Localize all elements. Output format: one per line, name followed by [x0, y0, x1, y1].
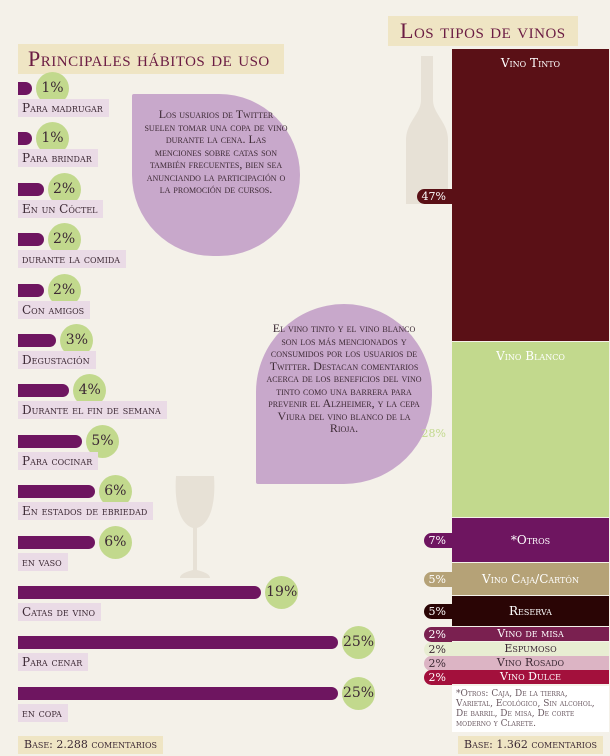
wine-type-segment: Vino Rosado [452, 656, 609, 670]
habit-category-label: Para cocinar [18, 451, 99, 470]
wine-type-label: Espumoso [504, 642, 557, 655]
wine-type-segment: Vino Caja/Cartón [452, 563, 609, 595]
wine-type-label: Reserva [509, 604, 552, 618]
wine-bottle-icon [406, 56, 448, 204]
habit-value-label: 19% [265, 576, 299, 609]
habit-bar [18, 686, 338, 700]
habit-bar [18, 132, 32, 146]
wine-type-label: Vino Caja/Cartón [482, 572, 579, 586]
wine-type-value-label: 28% [421, 427, 446, 440]
habit-bar [18, 334, 57, 347]
wine-type-value-label: 2% [423, 641, 452, 657]
habits-base-label: Base: 2.288 comentarios [18, 736, 163, 754]
habit-value-label: 25% [342, 676, 375, 710]
wine-glass-icon [175, 476, 215, 578]
habit-bar [18, 82, 32, 95]
habits-title: Principales hábitos de uso [18, 44, 284, 74]
habit-bar [18, 434, 82, 448]
habit-bar [18, 233, 44, 247]
habit-category-label: En un Cóctel [18, 199, 104, 218]
habit-bar [18, 384, 70, 398]
habit-category-label: Durante el fin de semana [18, 401, 167, 420]
habit-category-label: durante la comida [18, 250, 127, 269]
habit-category-label: Degustación [18, 351, 96, 369]
wine-type-value-label: 5% [423, 603, 452, 619]
wine-type-segment: Vino de misa [452, 627, 609, 641]
wine-types-title: Los tipos de vinos [388, 16, 578, 46]
habit-category-label: Para madrugar [18, 99, 109, 117]
wine-type-label: Vino de misa [497, 627, 564, 640]
habit-bar [18, 182, 44, 196]
wine-type-segment: Espumoso [452, 642, 609, 656]
wine-type-segment: Vino Blanco [452, 342, 609, 517]
habit-category-label: Para brindar [18, 149, 98, 168]
wine-type-label: Vino Rosado [496, 656, 565, 669]
wine-type-segment: Vino Tinto [452, 49, 609, 341]
wine-type-label: *Otros [510, 533, 551, 547]
habit-bar [18, 586, 262, 599]
habit-value-label: 25% [342, 626, 375, 660]
habit-bar [18, 636, 338, 650]
wine-types-base-label: Base: 1.362 comentarios [458, 736, 603, 754]
wine-type-segment: Vino Dulce [452, 670, 609, 684]
habit-category-label: Para cenar [18, 653, 89, 672]
wine-type-value-label: 47% [416, 189, 452, 205]
habit-category-label: En estados de ebriedad [18, 502, 154, 521]
wine-type-segment: *Otros [452, 518, 609, 562]
wine-type-value-label: 2% [423, 669, 452, 685]
habit-value-label: 6% [98, 525, 132, 559]
wine-type-label: Vino Tinto [500, 56, 561, 70]
wine-type-value-label: 5% [423, 571, 452, 587]
habit-bar [18, 283, 44, 297]
habit-category-label: Catas de vino [18, 603, 102, 621]
wine-type-segment: Reserva [452, 596, 609, 626]
habits-callout: Los usuarios de Twitter suelen tomar una… [132, 94, 300, 256]
habit-category-label: en vaso [18, 552, 68, 571]
habit-bar [18, 485, 95, 499]
wine-type-label: Vino Dulce [500, 670, 561, 683]
wine-type-value-label: 2% [423, 655, 452, 671]
otros-footnote: *Otros: Caja, De la tierra, Varietal, Ec… [452, 686, 609, 732]
wine-type-value-label: 7% [423, 532, 452, 548]
habit-category-label: en copa [18, 703, 68, 722]
habit-category-label: Con amigos [18, 300, 91, 319]
wine-type-label: Vino Blanco [496, 349, 565, 363]
habit-bar [18, 535, 95, 549]
wine-type-value-label: 2% [423, 626, 452, 642]
wine-types-callout: El vino tinto y el vino blanco son los m… [256, 304, 432, 484]
